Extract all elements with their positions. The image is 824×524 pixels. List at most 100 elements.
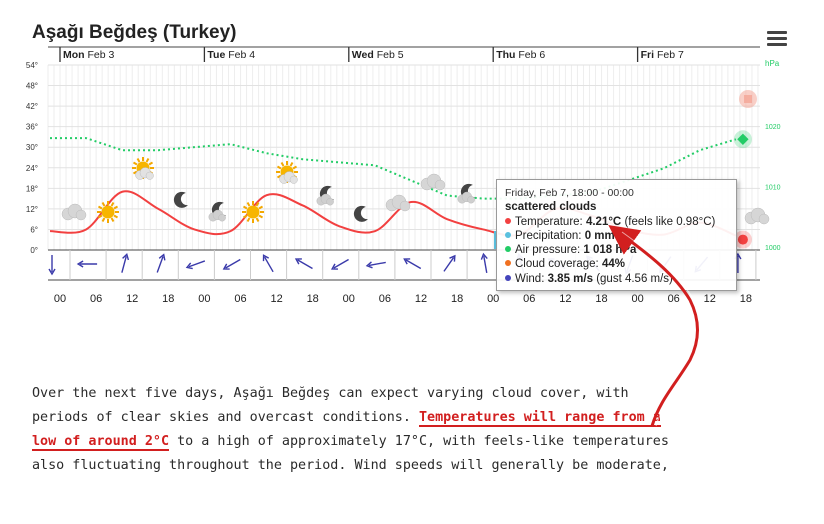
day-label: Tue Feb 4	[207, 49, 255, 61]
wind-arrow-icon	[185, 260, 206, 270]
tooltip-condition: scattered clouds	[505, 201, 597, 214]
wind-dot-icon	[505, 274, 511, 281]
x-tick-label: 12	[559, 293, 571, 305]
x-tick-label: 00	[343, 293, 355, 305]
pressure-dot-icon	[505, 246, 511, 253]
wind-arrow-icon	[76, 260, 98, 268]
temperature-marker	[737, 234, 748, 245]
summary-line-2-text: periods of clear skies and overcast cond…	[32, 410, 419, 425]
x-tick-label: 06	[234, 293, 246, 305]
moon-icon	[173, 191, 188, 208]
tooltip-temperature-row: Temperature: 4.21°C (feels like 0.98°C)	[505, 215, 728, 229]
temperature-tick-label: 24°	[26, 164, 38, 173]
tooltip-precip-row: Precipitation: 0 mm	[505, 229, 728, 243]
x-tick-label: 06	[668, 293, 680, 305]
tooltip-temp-label: Temperature:	[515, 215, 586, 228]
pressure-tick-label: 1020	[765, 124, 781, 131]
wind-arrow-icon	[294, 258, 313, 270]
x-tick-label: 18	[307, 293, 319, 305]
temperature-tick-label: 12°	[26, 205, 38, 214]
temperature-tick-label: 18°	[26, 184, 38, 193]
x-tick-label: 12	[704, 293, 716, 305]
day-label: Thu Feb 6	[496, 49, 545, 61]
pressure-tick-label: 1000	[765, 245, 781, 252]
summary-highlight-2: low of around 2°C	[32, 434, 170, 451]
pressure-tick-label: 1010	[765, 185, 781, 192]
cloud-icon	[457, 191, 475, 204]
wind-arrow-icon	[365, 261, 386, 269]
sun-icon	[242, 201, 264, 223]
forecast-summary: Over the next five days, Aşağı Beğdeş ca…	[32, 382, 802, 478]
x-tick-label: 06	[379, 293, 391, 305]
tooltip-precip-value: 0 mm	[584, 229, 615, 242]
x-tick-label: 06	[90, 293, 102, 305]
x-tick-label: 12	[126, 293, 138, 305]
wind-arrow-icon	[121, 253, 130, 273]
forecast-tooltip: Friday, Feb 7, 18:00 - 00:00 scattered c…	[496, 179, 737, 291]
tooltip-wind-label: Wind:	[515, 272, 548, 285]
x-tick-label: 12	[270, 293, 282, 305]
wind-arrow-icon	[403, 258, 422, 270]
cloud-icon	[420, 173, 446, 191]
tooltip-pressure-label: Air pressure:	[515, 244, 584, 257]
wind-arrow-icon	[480, 252, 488, 273]
summary-line-1: Over the next five days, Aşağı Beğdeş ca…	[32, 386, 629, 401]
cloud-dot-icon	[505, 260, 511, 267]
cloud-icon	[208, 209, 226, 222]
pressure-marker	[737, 133, 749, 145]
x-tick-label: 00	[54, 293, 66, 305]
wind-arrow-icon	[443, 254, 456, 272]
temperature-tick-label: 30°	[26, 143, 38, 152]
tooltip-temp-feels: (feels like 0.98°C)	[621, 215, 716, 228]
cloud-icon	[279, 171, 298, 184]
moon-icon	[353, 205, 368, 222]
tooltip-pressure-value: 1 018 hPa	[583, 244, 637, 257]
tooltip-cloud-value: 44%	[601, 258, 625, 271]
wind-arrow-icon	[156, 253, 166, 273]
precipitation-dot-icon	[505, 231, 511, 238]
day-label: Wed Feb 5	[352, 49, 404, 61]
temperature-tick-label: 42°	[26, 102, 38, 111]
x-tick-label: 06	[523, 293, 535, 305]
pressure-line	[50, 137, 737, 200]
tooltip-wind-row: Wind: 3.85 m/s (gust 4.56 m/s)	[505, 272, 728, 286]
tooltip-precip-label: Precipitation:	[515, 229, 585, 242]
x-tick-label: 18	[451, 293, 463, 305]
temperature-tick-label: 36°	[26, 123, 38, 132]
day-label: Fri Feb 7	[641, 49, 684, 61]
hamburger-menu-icon[interactable]	[767, 31, 787, 49]
summary-line-2: periods of clear skies and overcast cond…	[32, 406, 802, 430]
temperature-tick-label: 48°	[26, 82, 38, 91]
tooltip-pressure-row: Air pressure: 1 018 hPa	[505, 243, 728, 257]
page-title: Aşağı Beğdeş (Turkey)	[32, 22, 237, 43]
temperature-tick-label: 54°	[26, 61, 38, 70]
summary-line-3: low of around 2°C to a high of approxima…	[32, 430, 802, 454]
cloud-icon	[385, 194, 411, 212]
x-tick-label: 00	[631, 293, 643, 305]
tooltip-wind-value: 3.85 m/s	[547, 272, 593, 285]
temperature-tick-label: 6°	[30, 225, 38, 234]
cloud-icon	[316, 193, 334, 206]
temperature-tick-label: 0°	[30, 246, 38, 255]
summary-line-3-text: to a high of approximately 17°C, with fe…	[169, 434, 669, 449]
pressure-axis-unit: hPa	[765, 59, 780, 68]
day-label: Mon Feb 3	[63, 49, 115, 61]
tooltip-wind-gust: (gust 4.56 m/s)	[593, 272, 673, 285]
x-tick-label: 18	[162, 293, 174, 305]
x-tick-label: 18	[740, 293, 752, 305]
tooltip-header: Friday, Feb 7, 18:00 - 00:00	[505, 187, 634, 199]
cloud-icon	[744, 207, 770, 225]
forecast-chart: 54° 48° 42° 36° 30° 24° 18° 12° 6° 0° hPa 1020 1010 1…	[26, 46, 781, 305]
x-tick-label: 00	[487, 293, 499, 305]
sun-icon	[97, 201, 119, 223]
cloud-icon	[61, 203, 87, 221]
x-tick-label: 18	[595, 293, 607, 305]
tooltip-temp-value: 4.21°C	[585, 215, 622, 228]
tooltip-cloud-label: Cloud coverage:	[515, 258, 602, 271]
tooltip-cloud-row: Cloud coverage: 44%	[505, 257, 728, 271]
wind-arrow-icon	[262, 254, 274, 273]
x-tick-label: 00	[198, 293, 210, 305]
cloud-icon	[135, 167, 154, 180]
temperature-dot-icon	[505, 217, 511, 224]
wind-arrow-icon	[222, 258, 241, 270]
